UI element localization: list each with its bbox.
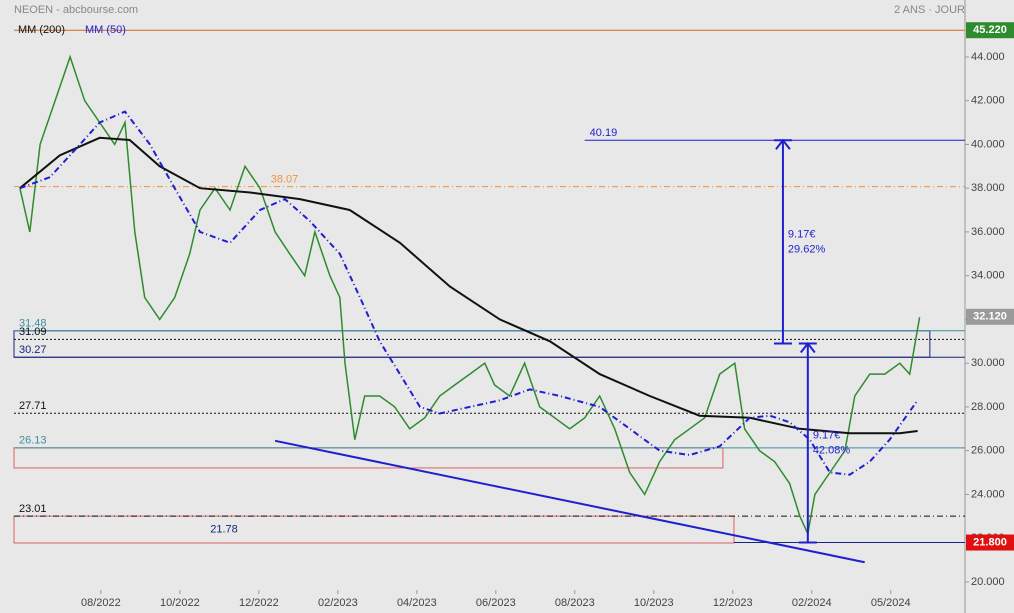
y-tick-label: 38.000 bbox=[971, 182, 1005, 194]
y-tick-label: 30.000 bbox=[971, 357, 1005, 369]
y-tick-label: 44.000 bbox=[971, 51, 1005, 63]
y-tick-label: 24.000 bbox=[971, 488, 1005, 500]
price-tag bbox=[966, 308, 1014, 325]
x-tick-label: 08/2023 bbox=[555, 597, 595, 609]
level-label: 31.48 bbox=[19, 318, 47, 330]
x-tick-label: 06/2023 bbox=[476, 597, 516, 609]
series-line bbox=[19, 136, 918, 435]
x-tick-label: 12/2022 bbox=[239, 597, 279, 609]
series-line bbox=[19, 110, 919, 476]
y-tick-label: 36.000 bbox=[971, 226, 1005, 238]
trendline bbox=[274, 439, 865, 564]
level-label: 23.01 bbox=[19, 503, 47, 515]
x-tick-label: 02/2023 bbox=[318, 597, 358, 609]
arrow-label: 9.17€ bbox=[813, 429, 841, 441]
price-tag bbox=[966, 534, 1014, 551]
price-tag-label: 45.220 bbox=[973, 24, 1007, 36]
y-tick-label: 26.000 bbox=[971, 445, 1005, 457]
y-tick-label: 34.000 bbox=[971, 270, 1005, 282]
x-tick-label: 04/2023 bbox=[397, 597, 437, 609]
legend-entry: MM (200) bbox=[18, 24, 65, 36]
zone-label: 21.78 bbox=[210, 523, 238, 535]
price-tag-label: 21.800 bbox=[973, 536, 1007, 548]
y-tick-label: 28.000 bbox=[971, 401, 1005, 413]
y-tick-label: 40.000 bbox=[971, 138, 1005, 150]
x-tick-label: 10/2022 bbox=[160, 597, 200, 609]
price-tag bbox=[966, 22, 1014, 39]
chart-subtitle: 2 ANS · JOUR bbox=[894, 4, 965, 16]
x-tick-label: 10/2023 bbox=[634, 597, 674, 609]
x-tick-label: 08/2022 bbox=[81, 597, 121, 609]
x-tick-label: 12/2023 bbox=[713, 597, 753, 609]
y-tick-label: 42.000 bbox=[971, 95, 1005, 107]
x-tick-label: 02/2024 bbox=[792, 597, 832, 609]
level-label: 38.07 bbox=[271, 174, 299, 186]
chart-title: NEOEN - abcbourse.com bbox=[14, 4, 138, 16]
arrow-label: 9.17€ bbox=[788, 228, 816, 240]
arrow-label: 29.62% bbox=[788, 243, 826, 255]
level-label: 40.19 bbox=[590, 127, 618, 139]
price-tag-label: 32.120 bbox=[973, 311, 1007, 323]
level-label: 27.71 bbox=[19, 400, 47, 412]
legend-entry: MM (50) bbox=[85, 24, 126, 36]
zone bbox=[13, 515, 735, 544]
y-tick-label: 20.000 bbox=[971, 576, 1005, 588]
level-label: 26.13 bbox=[19, 435, 47, 447]
level-label: 30.27 bbox=[19, 344, 47, 356]
arrow-label: 42.08% bbox=[813, 444, 851, 456]
level-label: 31.09 bbox=[19, 326, 47, 338]
x-tick-label: 05/2024 bbox=[871, 597, 911, 609]
series-line bbox=[19, 54, 921, 537]
